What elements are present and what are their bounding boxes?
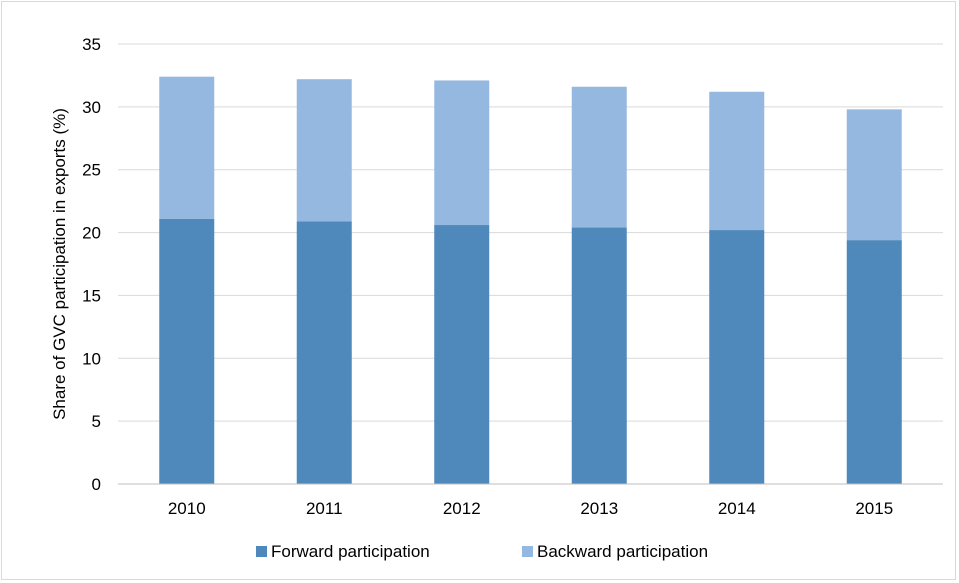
- y-tick-label: 5: [92, 412, 101, 431]
- y-tick-label: 15: [82, 286, 101, 305]
- y-tick-label: 30: [82, 98, 101, 117]
- y-tick-label: 0: [92, 475, 101, 494]
- x-tick-label: 2013: [580, 499, 618, 518]
- x-tick-label: 2014: [718, 499, 756, 518]
- bar-backward-2013: [571, 86, 627, 228]
- bar-backward-2010: [159, 76, 215, 219]
- y-tick-label: 35: [82, 35, 101, 54]
- bar-backward-2012: [434, 80, 490, 226]
- x-tick-labels: 2010 2011 2012 2013 2014 2015: [168, 499, 893, 518]
- legend-swatch-backward: [522, 546, 533, 557]
- legend-label-forward: Forward participation: [271, 542, 430, 561]
- y-axis-title: Share of GVC participation in exports (%…: [50, 108, 69, 420]
- bars: [159, 76, 902, 485]
- y-tick-label: 20: [82, 224, 101, 243]
- legend-swatch-forward: [256, 546, 267, 557]
- bar-forward-2014: [709, 230, 765, 484]
- x-tick-label: 2015: [855, 499, 893, 518]
- gridlines: [118, 43, 943, 422]
- y-tick-labels: 0 5 10 15 20 25 30 35: [82, 35, 101, 494]
- y-tick-label: 25: [82, 161, 101, 180]
- bar-forward-2010: [159, 218, 215, 484]
- bar-backward-2014: [709, 91, 765, 231]
- x-tick-label: 2012: [443, 499, 481, 518]
- bar-forward-2011: [296, 221, 352, 484]
- bar-forward-2013: [571, 227, 627, 485]
- bar-forward-2012: [434, 225, 490, 484]
- legend-label-backward: Backward participation: [537, 542, 708, 561]
- bar-backward-2015: [846, 109, 902, 241]
- x-tick-label: 2010: [168, 499, 206, 518]
- legend: Forward participation Backward participat…: [256, 542, 708, 561]
- x-tick-label: 2011: [306, 499, 343, 518]
- y-tick-label: 10: [82, 349, 101, 368]
- bar-backward-2011: [296, 79, 352, 222]
- bar-forward-2015: [846, 240, 902, 484]
